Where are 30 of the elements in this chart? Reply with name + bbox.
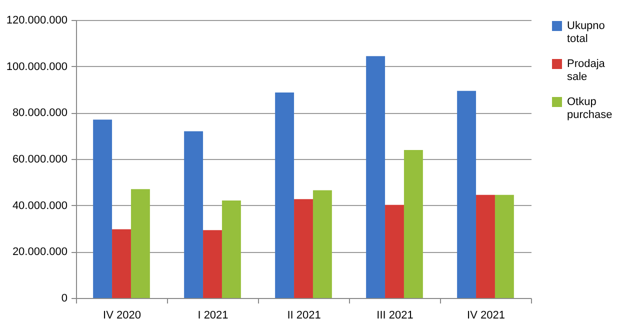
bar xyxy=(312,190,332,298)
legend-label: Ukupno total xyxy=(567,20,605,45)
bar xyxy=(222,200,241,298)
x-tick-label: IV 2020 xyxy=(103,310,141,322)
bar xyxy=(366,56,386,298)
x-tick-label: III 2021 xyxy=(376,310,414,322)
bar xyxy=(457,90,476,298)
y-tick-label: 60.000.000 xyxy=(12,154,68,166)
bar xyxy=(404,150,423,298)
bar xyxy=(130,189,150,298)
legend-label: Prodaja sale xyxy=(567,58,606,83)
x-tick-label: II 2021 xyxy=(287,310,321,322)
bar xyxy=(93,120,112,298)
bar xyxy=(476,194,495,298)
y-tick-label: 120.000.000 xyxy=(6,14,68,26)
y-tick-label: 20.000.000 xyxy=(12,246,68,258)
x-tick-label: IV 2021 xyxy=(467,310,505,322)
bar xyxy=(385,204,404,298)
bar xyxy=(112,229,131,298)
y-tick-label: 40.000.000 xyxy=(12,200,68,212)
bar xyxy=(494,194,514,298)
x-tick-label: I 2021 xyxy=(198,310,228,322)
y-tick-label: 80.000.000 xyxy=(12,107,68,120)
legend-label: Otkup purchase xyxy=(567,96,612,121)
bar xyxy=(294,199,313,298)
bar xyxy=(203,230,222,298)
y-tick-label: 100.000.000 xyxy=(6,60,68,73)
y-tick-label: 0 xyxy=(61,292,68,304)
bar xyxy=(184,131,204,298)
bar xyxy=(275,92,294,298)
